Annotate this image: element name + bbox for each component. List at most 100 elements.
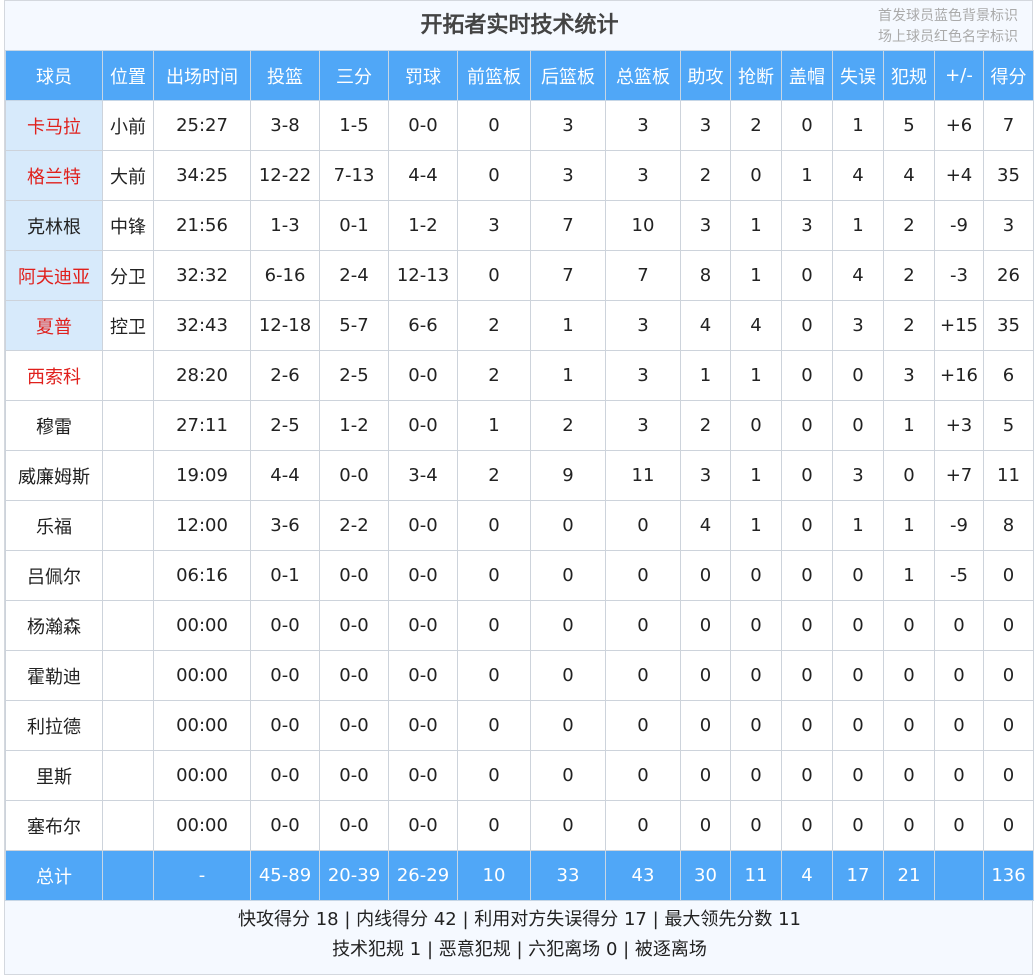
stat-cell: 0 bbox=[605, 500, 681, 551]
player-name[interactable]: 利拉德 bbox=[5, 700, 103, 751]
stat-cell: 0-0 bbox=[319, 650, 389, 701]
stat-cell: +3 bbox=[934, 400, 984, 451]
stat-cell: 0-0 bbox=[388, 500, 458, 551]
player-name[interactable]: 克林根 bbox=[5, 200, 103, 251]
player-name[interactable]: 杨瀚森 bbox=[5, 600, 103, 651]
stat-cell: 0 bbox=[680, 650, 731, 701]
stat-cell: 0 bbox=[530, 550, 606, 601]
stat-cell: 00:00 bbox=[153, 800, 251, 851]
stat-cell: 0-0 bbox=[388, 800, 458, 851]
player-row: 乐福 12:00 3-6 2-2 0-0 0 0 0 4 1 0 1 1 -9 8 bbox=[5, 500, 1034, 551]
column-header[interactable]: 失误 bbox=[832, 50, 884, 101]
total-cell bbox=[934, 850, 984, 901]
total-row: 总计 -45-89 20-39 26-29 10 33 43 30 11 4 17 21 136 bbox=[5, 850, 1034, 901]
player-name[interactable]: 霍勒迪 bbox=[5, 650, 103, 701]
stat-cell: 0 bbox=[983, 700, 1034, 751]
stat-cell: 2 bbox=[457, 300, 531, 351]
stats-table: 球员 位置 出场时间 投篮 三分 罚球 前篮板 后篮板 总篮板 助攻 抢断 盖帽 失误 犯规 +/- 得分 卡… bbox=[5, 50, 1034, 901]
stat-cell: 0 bbox=[832, 350, 884, 401]
column-header[interactable]: 助攻 bbox=[680, 50, 731, 101]
stat-cell: 分卫 bbox=[102, 250, 154, 301]
stat-cell: 0 bbox=[781, 650, 833, 701]
total-label: 总计 bbox=[5, 850, 103, 901]
stat-cell: 0 bbox=[781, 700, 833, 751]
player-name[interactable]: 卡马拉 bbox=[5, 100, 103, 151]
stat-cell: 12-22 bbox=[250, 150, 320, 201]
column-header[interactable]: 球员 bbox=[5, 50, 103, 101]
column-header[interactable]: 盖帽 bbox=[781, 50, 833, 101]
column-header[interactable]: 位置 bbox=[102, 50, 154, 101]
stat-cell: 大前 bbox=[102, 150, 154, 201]
stat-cell: 0 bbox=[934, 700, 984, 751]
total-cell: - bbox=[153, 850, 251, 901]
column-header[interactable]: 得分 bbox=[983, 50, 1034, 101]
stat-cell bbox=[102, 750, 154, 801]
stat-cell: 0-1 bbox=[250, 550, 320, 601]
player-name[interactable]: 乐福 bbox=[5, 500, 103, 551]
stat-cell: 0 bbox=[730, 550, 782, 601]
player-name[interactable]: 塞布尔 bbox=[5, 800, 103, 851]
player-name[interactable]: 格兰特 bbox=[5, 150, 103, 201]
stat-cell: 4 bbox=[832, 150, 884, 201]
stat-cell bbox=[102, 500, 154, 551]
stat-cell: 00:00 bbox=[153, 700, 251, 751]
stat-cell: 21:56 bbox=[153, 200, 251, 251]
column-header[interactable]: +/- bbox=[934, 50, 984, 101]
stat-cell: 12-13 bbox=[388, 250, 458, 301]
column-header[interactable]: 总篮板 bbox=[605, 50, 681, 101]
total-cell: 26-29 bbox=[388, 850, 458, 901]
stat-cell: 0 bbox=[781, 600, 833, 651]
stat-cell: 2 bbox=[883, 250, 935, 301]
stat-cell: 00:00 bbox=[153, 600, 251, 651]
player-name[interactable]: 威廉姆斯 bbox=[5, 450, 103, 501]
player-name[interactable]: 夏普 bbox=[5, 300, 103, 351]
player-name[interactable]: 穆雷 bbox=[5, 400, 103, 451]
stat-cell: 35 bbox=[983, 150, 1034, 201]
column-header[interactable]: 后篮板 bbox=[530, 50, 606, 101]
stat-cell: 0 bbox=[457, 150, 531, 201]
stat-cell: -9 bbox=[934, 200, 984, 251]
stat-cell: 1-2 bbox=[319, 400, 389, 451]
column-header[interactable]: 抢断 bbox=[730, 50, 782, 101]
player-name[interactable]: 阿夫迪亚 bbox=[5, 250, 103, 301]
stat-cell: 0 bbox=[530, 500, 606, 551]
stat-cell: 0 bbox=[781, 300, 833, 351]
stat-cell: 0 bbox=[934, 800, 984, 851]
player-name[interactable]: 里斯 bbox=[5, 750, 103, 801]
column-header[interactable]: 投篮 bbox=[250, 50, 320, 101]
stat-cell: 0 bbox=[883, 600, 935, 651]
stat-cell: 0 bbox=[832, 550, 884, 601]
stat-cell bbox=[102, 350, 154, 401]
stat-cell: 0 bbox=[781, 450, 833, 501]
stat-cell: 2-4 bbox=[319, 250, 389, 301]
stat-cell: 7-13 bbox=[319, 150, 389, 201]
column-header[interactable]: 犯规 bbox=[883, 50, 935, 101]
stat-cell: 3-6 bbox=[250, 500, 320, 551]
stat-cell: 0 bbox=[457, 650, 531, 701]
stat-cell: 0 bbox=[883, 800, 935, 851]
stat-cell: 12-18 bbox=[250, 300, 320, 351]
column-header[interactable]: 前篮板 bbox=[457, 50, 531, 101]
stat-cell bbox=[102, 550, 154, 601]
stat-cell: 3 bbox=[457, 200, 531, 251]
player-row: 克林根 中锋 21:56 1-3 0-1 1-2 3 7 10 3 1 3 1 2 -9 3 bbox=[5, 200, 1034, 251]
player-name[interactable]: 吕佩尔 bbox=[5, 550, 103, 601]
stat-cell: 1 bbox=[530, 300, 606, 351]
column-header[interactable]: 罚球 bbox=[388, 50, 458, 101]
stat-cell: 1 bbox=[832, 100, 884, 151]
total-cell: 136 bbox=[983, 850, 1034, 901]
stat-cell bbox=[102, 450, 154, 501]
total-cell: 43 bbox=[605, 850, 681, 901]
stat-cell: 0 bbox=[883, 750, 935, 801]
stat-cell: 2-5 bbox=[250, 400, 320, 451]
column-header[interactable]: 出场时间 bbox=[153, 50, 251, 101]
stat-cell: 0 bbox=[983, 600, 1034, 651]
stat-cell: 7 bbox=[530, 250, 606, 301]
stat-cell: 2 bbox=[680, 150, 731, 201]
stat-cell: 28:20 bbox=[153, 350, 251, 401]
total-cell bbox=[102, 850, 154, 901]
player-name[interactable]: 西索科 bbox=[5, 350, 103, 401]
stat-cell: 1 bbox=[832, 200, 884, 251]
stat-cell: 2 bbox=[883, 300, 935, 351]
column-header[interactable]: 三分 bbox=[319, 50, 389, 101]
